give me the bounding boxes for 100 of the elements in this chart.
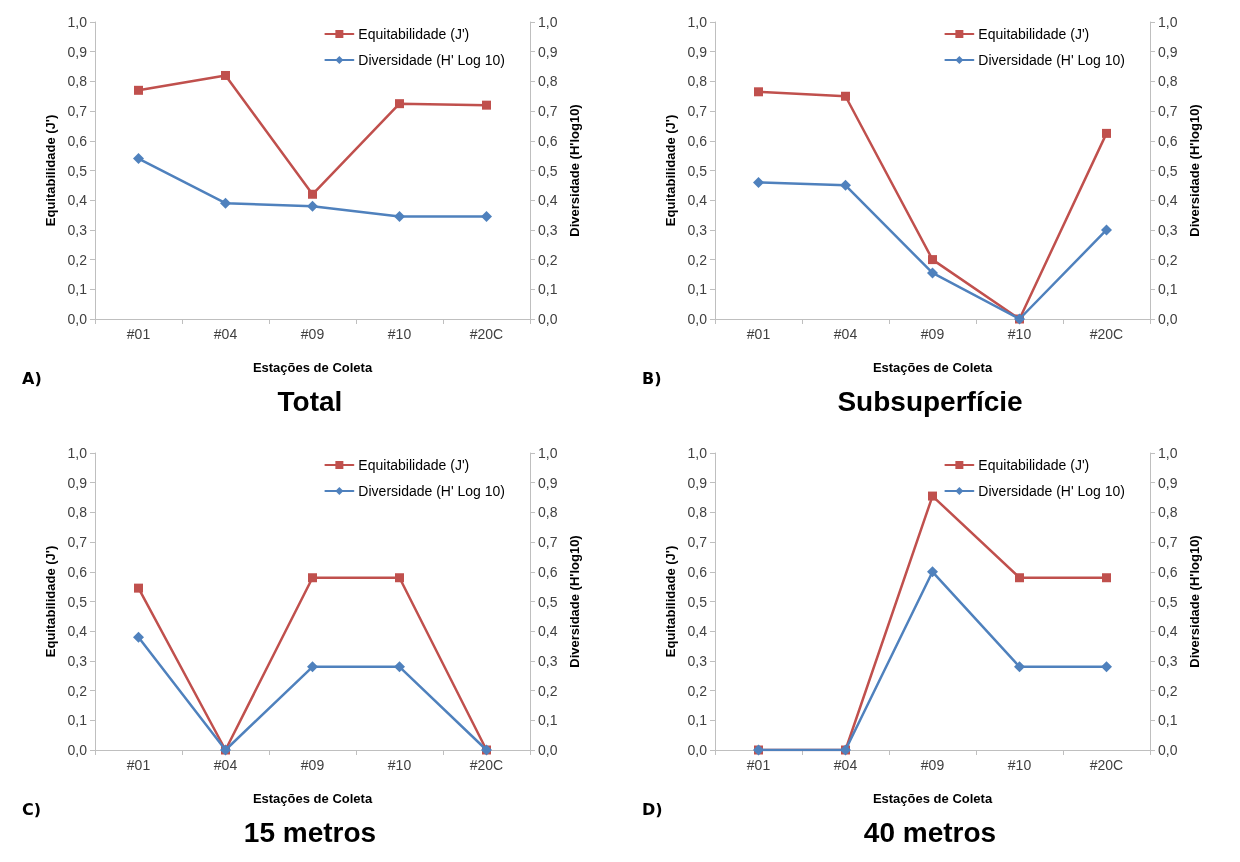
y2-tick-label: 0,5 (538, 593, 558, 610)
x-tick-label: #01 (746, 326, 771, 342)
y-tick-label: 0,1 (67, 712, 88, 729)
x-axis-title: Estações de Coleta (872, 791, 993, 806)
y-tick-label: 0,4 (687, 192, 708, 209)
y-tick-label: 0,2 (687, 682, 708, 699)
text: 40 metros (863, 816, 997, 848)
x-axis-title: Estações de Coleta (252, 360, 373, 375)
legend-label: Equitabilidade (J') (358, 457, 470, 473)
y2-tick-label: 0,0 (1158, 311, 1178, 327)
x-tick-label: #10 (387, 326, 412, 342)
point (308, 189, 317, 199)
y-tick-label: 0,9 (67, 474, 88, 491)
point (482, 100, 491, 110)
y-tick-label: 0,0 (67, 311, 88, 327)
y-axis-title: Equitabilidade (J') (42, 114, 58, 227)
x-tick-label: #04 (833, 326, 858, 342)
y2-tick-label: 0,5 (1158, 162, 1178, 179)
y2-tick-label: 0,5 (1158, 593, 1178, 610)
x-tick-label: #01 (126, 757, 151, 773)
point (754, 87, 763, 97)
y-tick-label: 0,6 (687, 563, 708, 580)
y-tick-label: 0,6 (67, 563, 88, 580)
x-tick-label: #20C (469, 326, 504, 342)
text: Subsuperfície (837, 385, 1023, 417)
y-tick-label: 0,1 (687, 712, 708, 729)
y2-tick-label: 0,7 (538, 103, 558, 120)
y-tick-label: 0,6 (687, 132, 708, 149)
point (1014, 661, 1025, 673)
text: A) (22, 368, 42, 388)
x-tick-label: #01 (126, 326, 151, 342)
y-tick-label: 0,9 (687, 474, 708, 491)
y-tick-label: 0,1 (687, 281, 708, 298)
y2-tick-label: 0,6 (1158, 132, 1178, 149)
point (1101, 224, 1112, 236)
y2-tick-label: 0,9 (538, 474, 558, 491)
point (841, 91, 850, 101)
x-axis-title: Estações de Coleta (872, 360, 993, 375)
y-tick-label: 0,5 (687, 593, 708, 610)
legend-label: Diversidade (H' Log 10) (978, 483, 1126, 499)
y2-tick-label: 0,2 (538, 251, 558, 268)
y2-tick-label: 0,4 (1158, 623, 1178, 640)
x-tick-label: #10 (387, 757, 412, 773)
y-tick-label: 1,0 (687, 445, 708, 461)
point (840, 179, 851, 191)
y2-tick-label: 1,0 (538, 14, 558, 30)
y-tick-label: 0,5 (687, 162, 708, 179)
y-tick-label: 0,6 (67, 132, 88, 149)
y-tick-label: 0,3 (67, 221, 88, 238)
point (134, 583, 143, 593)
y2-tick-label: 1,0 (1158, 14, 1178, 30)
x-tick-label: #04 (213, 326, 238, 342)
y-tick-label: 1,0 (687, 14, 708, 30)
y2-tick-label: 0,8 (1158, 504, 1178, 521)
point (221, 70, 230, 80)
y-tick-label: 0,2 (687, 251, 708, 268)
y-tick-label: 1,0 (67, 445, 88, 461)
y2-tick-label: 0,2 (1158, 251, 1178, 268)
x-tick-label: #10 (1007, 326, 1032, 342)
y2-tick-label: 0,9 (1158, 474, 1178, 491)
x-tick-label: #20C (1089, 326, 1124, 342)
point (481, 211, 492, 223)
point (394, 661, 405, 673)
y-tick-label: 0,0 (687, 311, 708, 327)
y-axis-title: Equitabilidade (J') (42, 545, 58, 658)
text: Total (277, 385, 343, 417)
y2-tick-label: 0,3 (538, 652, 558, 669)
y-tick-label: 0,5 (67, 593, 88, 610)
point (927, 566, 938, 578)
point (133, 631, 144, 643)
y2-tick-label: 1,0 (538, 445, 558, 461)
y-tick-label: 0,7 (67, 103, 88, 120)
y2-tick-label: 0,3 (1158, 221, 1178, 238)
x-axis-title: Estações de Coleta (252, 791, 373, 806)
y2-tick-label: 0,7 (1158, 103, 1178, 120)
y-tick-label: 0,7 (687, 534, 708, 551)
legend-label: Equitabilidade (J') (978, 457, 1090, 473)
y-tick-label: 0,9 (67, 43, 88, 60)
y-tick-label: 0,7 (67, 534, 88, 551)
point (1015, 573, 1024, 583)
text: C) (22, 799, 42, 819)
y2-axis-title: Diversidade (H'log10) (1187, 104, 1203, 237)
x-tick-label: #20C (469, 757, 504, 773)
y2-tick-label: 0,0 (1158, 742, 1178, 758)
point (134, 85, 143, 95)
y-tick-label: 0,2 (67, 251, 88, 268)
legend-label: Diversidade (H' Log 10) (978, 52, 1126, 68)
y-tick-label: 0,0 (67, 742, 88, 758)
x-tick-label: #10 (1007, 757, 1032, 773)
point (1102, 573, 1111, 583)
x-tick-label: #09 (920, 757, 945, 773)
legend-label: Equitabilidade (J') (358, 26, 470, 42)
y-tick-label: 0,3 (687, 652, 708, 669)
point (395, 573, 404, 583)
point (395, 99, 404, 109)
y2-tick-label: 0,9 (1158, 43, 1178, 60)
y2-tick-label: 1,0 (1158, 445, 1178, 461)
point (1102, 128, 1111, 138)
y-tick-label: 0,5 (67, 162, 88, 179)
point (307, 661, 318, 673)
